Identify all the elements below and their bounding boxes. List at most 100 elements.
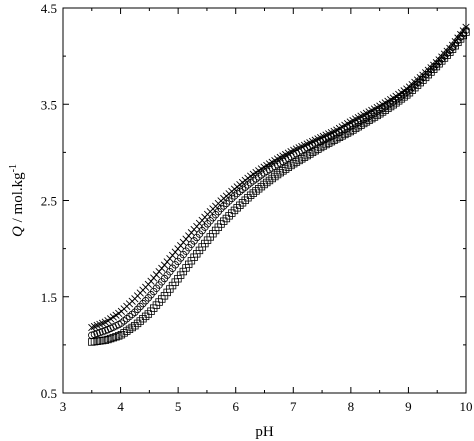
- data-point-square: [241, 196, 249, 204]
- data-point-circle: [236, 187, 244, 196]
- x-tick-label: 4: [117, 399, 124, 414]
- data-point-square: [257, 182, 266, 191]
- y-tick-label: 4.5: [41, 1, 57, 16]
- data-point-square: [432, 62, 441, 71]
- data-point-square: [400, 93, 408, 101]
- x-axis-title: pH: [255, 424, 274, 440]
- data-point-square: [327, 137, 336, 146]
- data-point-square: [136, 317, 144, 325]
- data-point-square: [265, 176, 274, 185]
- data-point-circle: [252, 175, 260, 183]
- data-point-square: [252, 187, 260, 195]
- data-point-circle: [220, 202, 228, 210]
- data-point-square: [322, 140, 330, 149]
- data-point-square: [419, 76, 427, 84]
- x-tick-label: 10: [460, 399, 473, 414]
- plot-frame: [62, 7, 467, 394]
- data-point-square: [427, 68, 435, 76]
- data-point-square: [335, 133, 344, 141]
- series-square: [88, 28, 470, 346]
- data-point-circle: [246, 179, 255, 187]
- data-point-square: [106, 334, 115, 343]
- data-point-square: [386, 102, 395, 111]
- data-point-square: [424, 70, 433, 79]
- data-point-cross: [88, 323, 96, 332]
- data-point-circle: [128, 310, 136, 319]
- data-point-circle: [238, 185, 247, 193]
- data-point-square: [405, 88, 414, 97]
- data-point-square: [341, 130, 349, 139]
- data-point-square: [389, 101, 398, 109]
- data-point-square: [411, 83, 419, 92]
- data-point-circle: [123, 315, 131, 323]
- data-point-square: [144, 310, 153, 318]
- data-point-circle: [230, 192, 239, 200]
- data-point-square: [429, 65, 438, 73]
- data-point-circle: [244, 181, 252, 189]
- data-point-cross: [96, 320, 104, 328]
- data-point-circle: [222, 199, 231, 208]
- x-tick-label: 7: [290, 399, 297, 414]
- data-point-square: [222, 214, 231, 223]
- data-point-square: [408, 86, 416, 94]
- data-point-square: [230, 206, 239, 215]
- data-point-square: [263, 178, 271, 187]
- y-tick-label: 2.5: [41, 194, 57, 209]
- data-point-square: [238, 199, 247, 207]
- data-point-circle: [255, 173, 263, 181]
- data-point-square: [330, 136, 338, 144]
- data-point-square: [249, 189, 258, 197]
- plot-marks: [88, 23, 470, 346]
- data-point-circle: [131, 308, 139, 316]
- data-point-square: [228, 209, 236, 217]
- x-tick-label: 5: [175, 399, 182, 414]
- data-point-square: [141, 312, 150, 321]
- data-point-square: [324, 139, 333, 147]
- x-tick-label: 8: [348, 399, 355, 414]
- data-point-square: [443, 51, 451, 59]
- data-point-square: [255, 185, 263, 193]
- data-point-square: [133, 319, 142, 328]
- data-point-square: [236, 201, 244, 209]
- data-point-circle: [217, 204, 225, 213]
- data-point-square: [403, 91, 411, 99]
- y-tick-label: 1.5: [41, 290, 57, 305]
- data-point-circle: [257, 171, 266, 179]
- data-point-square: [271, 172, 279, 181]
- data-point-square: [333, 135, 341, 143]
- data-point-circle: [225, 197, 233, 205]
- series-circle: [88, 26, 470, 339]
- data-point-square: [217, 220, 225, 228]
- data-point-square: [394, 97, 403, 105]
- y-tick-labels: 0.5 1.5 2.5 3.5 4.5: [41, 1, 57, 401]
- data-point-circle: [117, 319, 126, 327]
- data-point-square: [244, 194, 252, 202]
- data-point-square: [435, 60, 443, 68]
- data-point-square: [268, 174, 276, 183]
- series-cross: [88, 23, 470, 332]
- data-point-square: [225, 212, 233, 220]
- data-point-square: [260, 180, 268, 189]
- data-point-square: [416, 78, 424, 87]
- data-point-square: [246, 191, 255, 199]
- data-point-square: [233, 204, 241, 212]
- axis-ticks: [62, 7, 467, 394]
- data-point-circle: [249, 177, 258, 185]
- x-tick-label: 3: [60, 399, 67, 414]
- data-point-square: [220, 217, 228, 225]
- data-point-square: [397, 95, 406, 103]
- y-tick-label: 0.5: [41, 386, 57, 401]
- data-point-circle: [228, 194, 236, 203]
- data-point-square: [319, 142, 328, 150]
- data-point-square: [440, 54, 449, 62]
- data-point-square: [101, 336, 109, 344]
- data-point-circle: [125, 312, 134, 321]
- data-point-square: [109, 333, 118, 342]
- data-point-square: [104, 335, 112, 344]
- x-tick-label: 6: [232, 399, 239, 414]
- y-axis-title: Q / mol.kg-1: [8, 164, 26, 237]
- data-point-cross: [93, 321, 101, 330]
- data-point-square: [131, 321, 139, 330]
- data-point-circle: [233, 189, 241, 198]
